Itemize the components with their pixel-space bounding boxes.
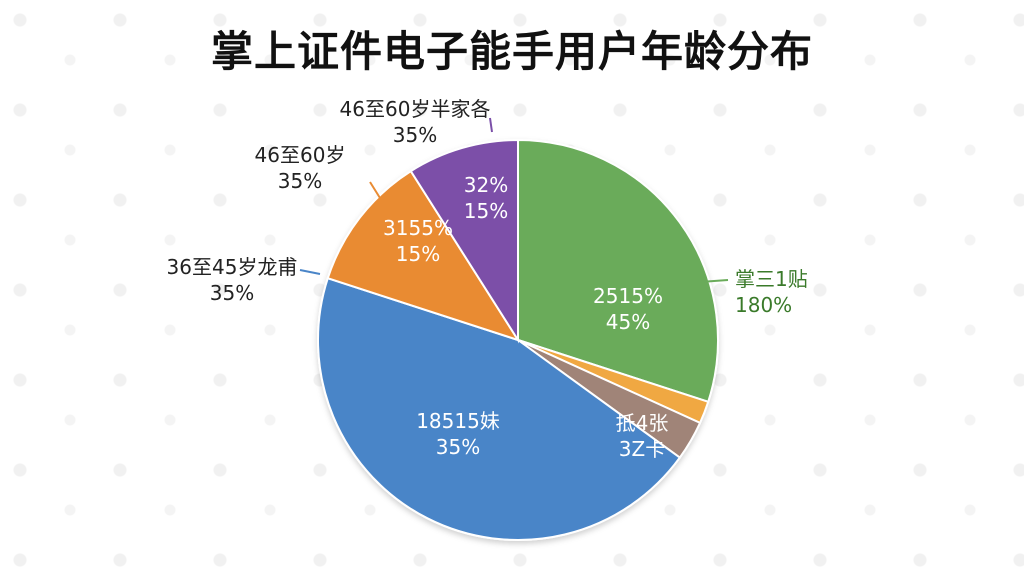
pie-slice-5 [409,138,519,344]
pie-slice-3 [317,276,682,541]
pie-slice-0 [517,138,719,404]
chart-title: 掌上证件电子能手用户年龄分布 [210,27,813,76]
pie-slice-4 [326,169,521,342]
leader-line-4 [369,181,381,199]
leader-line-0 [699,279,729,283]
slice-label-0: 2515% 45% [593,284,663,334]
pie-slices [317,138,719,541]
outer-label-5: 46至60岁半家各 35% [340,97,491,147]
outer-label-4: 46至60岁 35% [255,143,346,193]
slice-label-3: 18515妹 35% [416,409,500,459]
slice-label-5: 32% 15% [464,173,508,223]
outer-label-3: 36至45岁龙甫 35% [167,255,298,305]
leader-line-3 [299,269,321,275]
leader-line-5 [489,117,493,133]
outer-label-0: 掌三1贴 180% [735,267,808,317]
slice-label-4: 3155% 15% [383,216,453,266]
slice-label-2: 抵4张 3Z卡 [616,411,669,461]
